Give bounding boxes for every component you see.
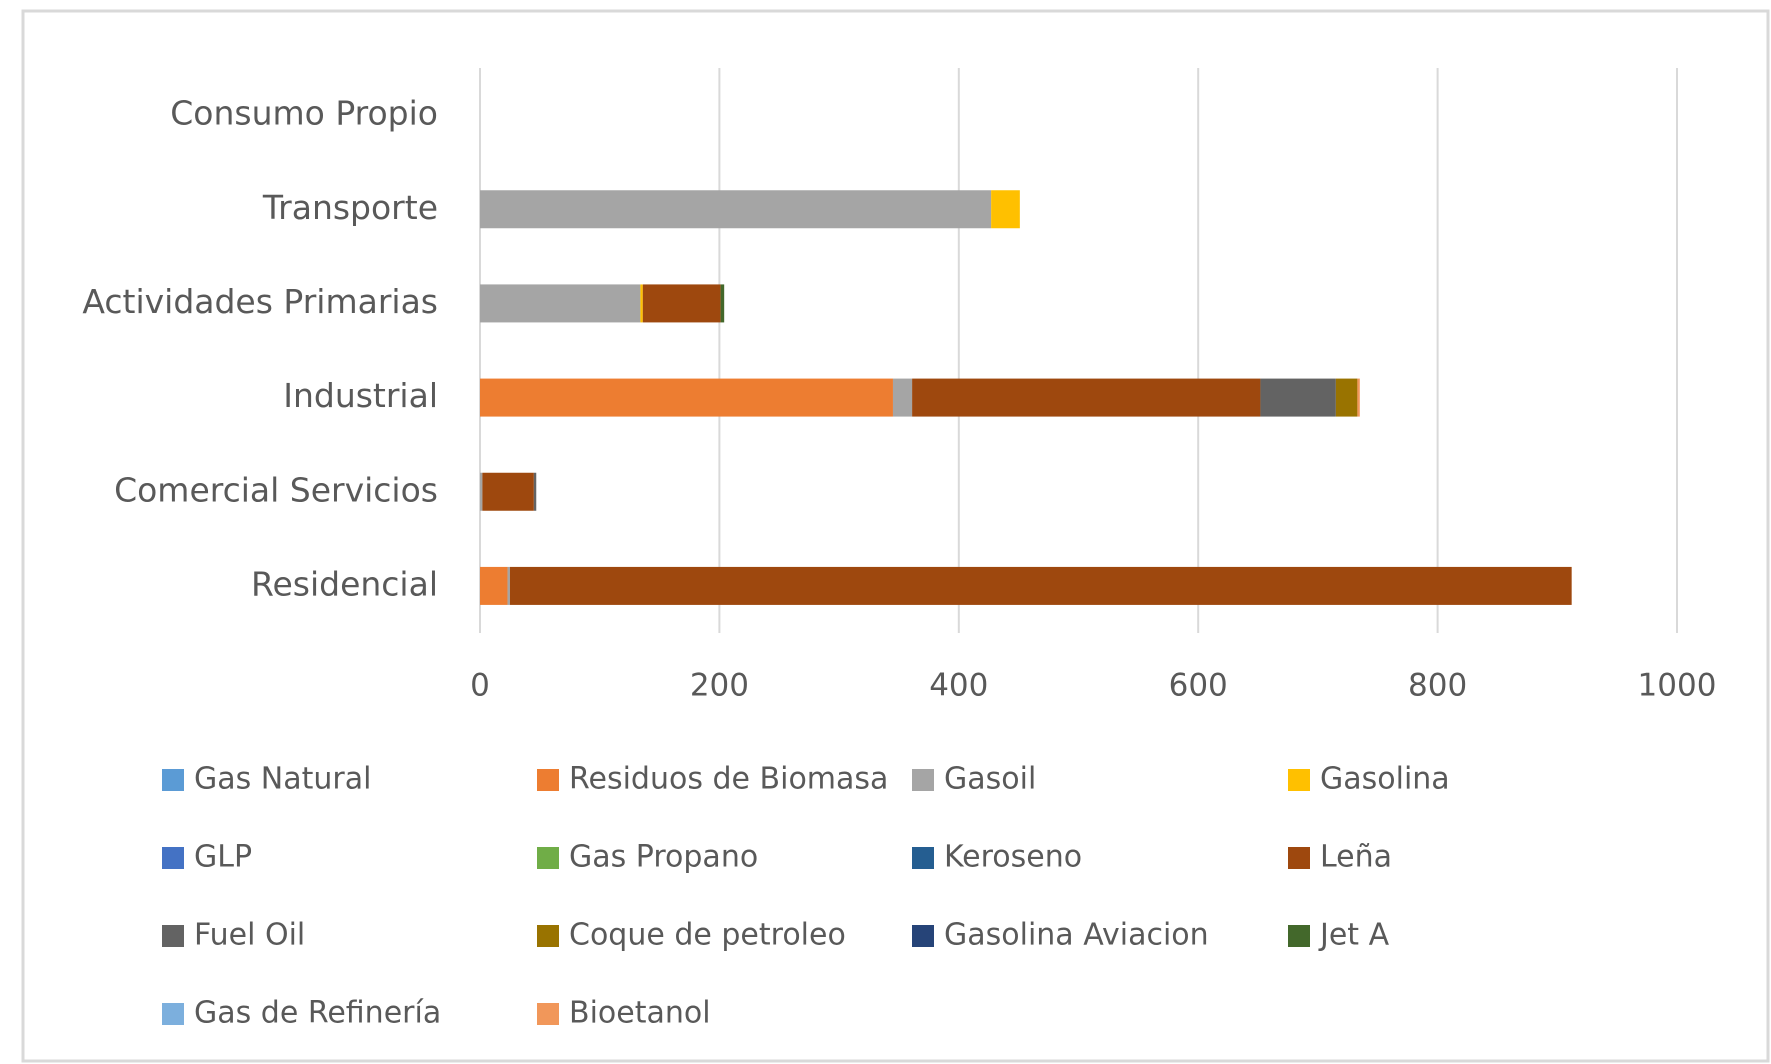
y-tick-label: Consumo Propio (170, 94, 438, 133)
bar-segment (507, 566, 510, 605)
legend-label: Keroseno (944, 840, 1082, 875)
y-tick-label: Transporte (262, 188, 438, 227)
bar-segment (991, 190, 1020, 229)
legend-swatch (912, 769, 934, 791)
x-tick-label: 600 (1169, 668, 1228, 704)
legend-swatch (537, 769, 559, 791)
bar-segment (1335, 378, 1358, 417)
bar-segment (480, 472, 483, 511)
bar-segment (892, 378, 913, 417)
y-tick-label: Actividades Primarias (82, 282, 438, 321)
legend-swatch (162, 847, 184, 869)
legend-swatch (912, 925, 934, 947)
legend-label: Gasoil (944, 762, 1036, 797)
x-tick-label: 400 (929, 668, 988, 704)
legend-label: Gas Natural (194, 762, 371, 797)
legend-label: Jet A (1318, 918, 1390, 953)
legend-swatch (162, 769, 184, 791)
legend-swatch (537, 925, 559, 947)
bar-segment (533, 472, 537, 511)
legend-label: Bioetanol (569, 996, 711, 1031)
x-tick-label: 0 (470, 668, 490, 704)
legend-swatch (537, 1003, 559, 1025)
y-tick-label: Industrial (283, 376, 438, 415)
bar-segment (509, 566, 1572, 605)
x-tick-label: 1000 (1638, 668, 1717, 704)
bar-segment (912, 378, 1261, 417)
legend-swatch (162, 1003, 184, 1025)
legend-swatch (1288, 925, 1310, 947)
chart-frame (21, 9, 1770, 1063)
bar-segment (640, 284, 643, 323)
legend-label: Gas Propano (569, 840, 758, 875)
legend-label: Coque de petroleo (569, 918, 846, 953)
bar-segment (720, 284, 725, 323)
bar-segment (480, 566, 508, 605)
legend-label: Leña (1320, 840, 1392, 875)
legend-swatch (912, 847, 934, 869)
bar-segment (1260, 378, 1336, 417)
bar-segment (482, 472, 534, 511)
legend-label: Gasolina (1320, 762, 1450, 797)
bar-segment (1357, 378, 1360, 417)
legend-swatch (162, 925, 184, 947)
legend-swatch (1288, 847, 1310, 869)
y-tick-label: Residencial (251, 564, 438, 603)
legend-label: GLP (194, 840, 252, 875)
y-tick-label: Comercial Servicios (114, 470, 438, 509)
bar-segment (480, 190, 992, 229)
legend-label: Fuel Oil (194, 918, 305, 953)
x-tick-label: 800 (1408, 668, 1467, 704)
legend-label: Gas de Refinería (194, 996, 441, 1031)
legend-label: Gasolina Aviacion (944, 918, 1209, 953)
bar-segment (480, 284, 641, 323)
legend-swatch (1288, 769, 1310, 791)
legend-label: Residuos de Biomasa (569, 762, 888, 797)
x-tick-label: 200 (690, 668, 749, 704)
bar-segment (480, 378, 893, 417)
legend-swatch (537, 847, 559, 869)
bar-segment (642, 284, 721, 323)
